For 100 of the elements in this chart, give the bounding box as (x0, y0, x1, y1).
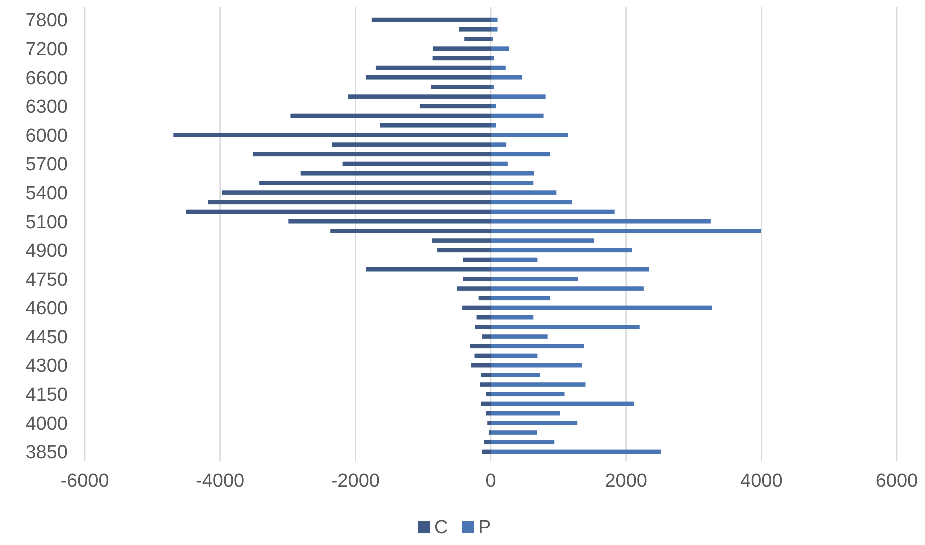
y-tick-label: 4600 (26, 298, 68, 320)
x-tick-label: -6000 (60, 471, 110, 492)
bar (491, 133, 568, 138)
bar (432, 56, 491, 61)
legend-label: C (434, 518, 448, 539)
bar (491, 392, 565, 397)
bar (491, 277, 578, 282)
bar (463, 258, 491, 262)
bar (431, 85, 491, 90)
y-tick-label: 7800 (26, 10, 68, 32)
y-tick-label: 4300 (26, 356, 68, 378)
bar (459, 27, 491, 32)
legend-label: P (478, 518, 492, 539)
bar (491, 334, 548, 339)
bar (457, 286, 491, 291)
bar (491, 162, 508, 166)
bar (491, 411, 560, 416)
bar (174, 133, 491, 138)
bar (208, 200, 491, 205)
bar (491, 258, 538, 262)
bar (476, 315, 491, 320)
bar (491, 306, 712, 310)
bar (290, 114, 491, 118)
y-tick-label: 7200 (26, 39, 68, 60)
bar (491, 18, 498, 22)
bar (491, 450, 662, 454)
bar (488, 421, 491, 426)
x-tick-label: -2000 (331, 471, 380, 492)
bar (491, 229, 761, 234)
bar (491, 373, 540, 378)
bar (491, 219, 711, 224)
x-tick-label: 0 (486, 471, 496, 492)
bar (482, 402, 491, 406)
y-tick-label: 4900 (26, 241, 68, 262)
bar (491, 27, 498, 32)
x-tick-label: 4000 (740, 471, 783, 492)
bar (433, 46, 491, 51)
x-tick-label: -4000 (196, 471, 245, 492)
y-tick-label: 5400 (26, 183, 68, 204)
x-tick-label: 2000 (605, 471, 648, 492)
bar (474, 354, 491, 358)
bar (432, 238, 491, 243)
bar (491, 66, 506, 70)
bar (491, 114, 544, 118)
bar (486, 392, 491, 397)
bar (491, 85, 494, 90)
bar (462, 306, 491, 310)
y-tick-label: 4450 (26, 327, 68, 348)
y-tick-label: 6600 (26, 68, 68, 90)
bar (491, 440, 555, 445)
bar (300, 171, 491, 176)
bar (482, 450, 491, 454)
y-tick-label: 6300 (26, 97, 68, 118)
bar (491, 142, 507, 147)
bar (372, 18, 491, 22)
bar (438, 248, 491, 253)
bar (491, 46, 510, 51)
bar (491, 171, 534, 176)
y-tick-label: 4000 (26, 414, 68, 435)
bar (491, 421, 578, 426)
bar (480, 382, 491, 387)
bar (491, 210, 615, 214)
bar (470, 344, 491, 349)
bar (491, 200, 572, 205)
x-tick-label: 6000 (876, 471, 918, 492)
bar (491, 248, 632, 253)
bar (491, 94, 546, 99)
y-tick-label: 3850 (26, 442, 68, 464)
y-tick-label: 4150 (26, 385, 68, 406)
bar (491, 190, 557, 195)
bar (482, 373, 491, 378)
bar (491, 104, 496, 109)
bar (491, 181, 534, 186)
y-tick-label: 6000 (26, 126, 68, 147)
bar (464, 37, 491, 42)
bar (288, 219, 491, 224)
bar (491, 430, 538, 435)
bar (366, 267, 491, 272)
bar (186, 210, 491, 214)
bar (420, 104, 491, 109)
bar (491, 238, 595, 243)
bar (260, 181, 491, 186)
bar (366, 75, 491, 80)
bar (491, 325, 640, 330)
bar (491, 363, 582, 368)
y-tick-label: 5700 (26, 154, 68, 176)
bar (491, 286, 644, 291)
bar (463, 277, 491, 282)
bar (491, 344, 584, 349)
bar (222, 190, 491, 195)
bar (491, 75, 522, 80)
bar (348, 94, 491, 99)
bar (475, 325, 491, 330)
bar (471, 363, 491, 368)
bar (482, 334, 491, 339)
bar (332, 142, 491, 147)
bar (380, 123, 491, 128)
bar (253, 152, 491, 157)
bar (491, 123, 496, 128)
bar (491, 382, 586, 387)
